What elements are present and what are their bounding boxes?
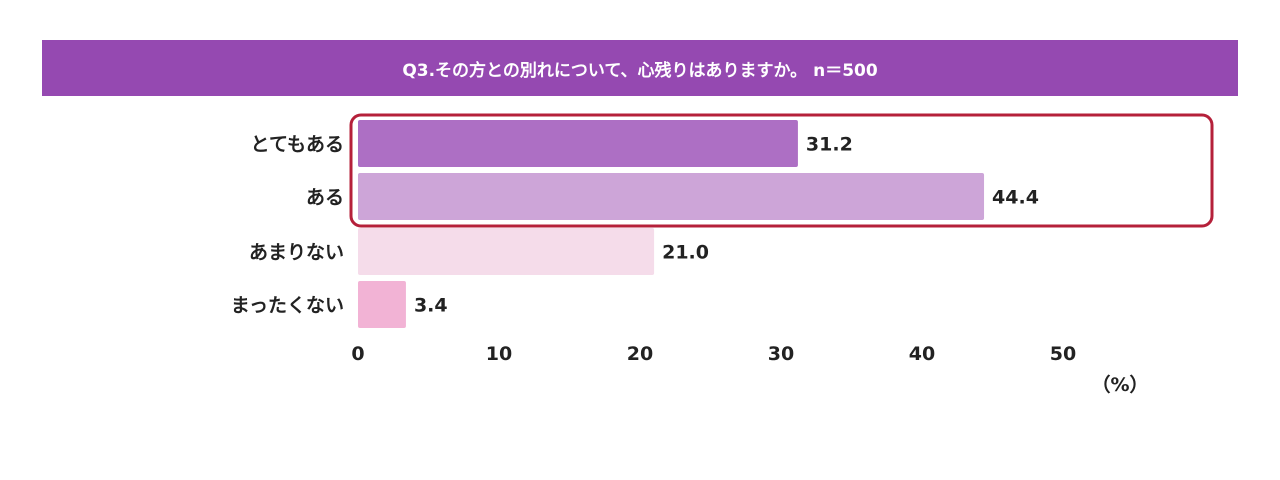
- category-label: まったくない: [231, 295, 344, 317]
- bar: [358, 281, 406, 328]
- data-label: 31.2: [806, 134, 853, 156]
- chart-title: Q3.その方との別れについて、心残りはありますか。 n＝500: [42, 40, 1238, 96]
- x-tick-label: 40: [909, 343, 935, 365]
- bar: [358, 228, 655, 275]
- bar: [358, 120, 798, 167]
- highlight-box: [349, 113, 1214, 228]
- data-label: 3.4: [414, 295, 448, 317]
- x-tick-label: 30: [768, 343, 794, 365]
- category-label: あまりない: [249, 242, 344, 264]
- x-tick-label: 20: [627, 343, 653, 365]
- data-label: 44.4: [992, 187, 1039, 209]
- x-tick-label: 0: [351, 343, 364, 365]
- bar: [358, 173, 985, 220]
- category-label: ある: [306, 187, 344, 209]
- x-tick-label: 10: [486, 343, 512, 365]
- x-tick-label: 50: [1050, 343, 1076, 365]
- x-axis-unit: （%）: [1091, 373, 1148, 396]
- category-label: とてもある: [251, 134, 344, 156]
- data-label: 21.0: [662, 242, 709, 264]
